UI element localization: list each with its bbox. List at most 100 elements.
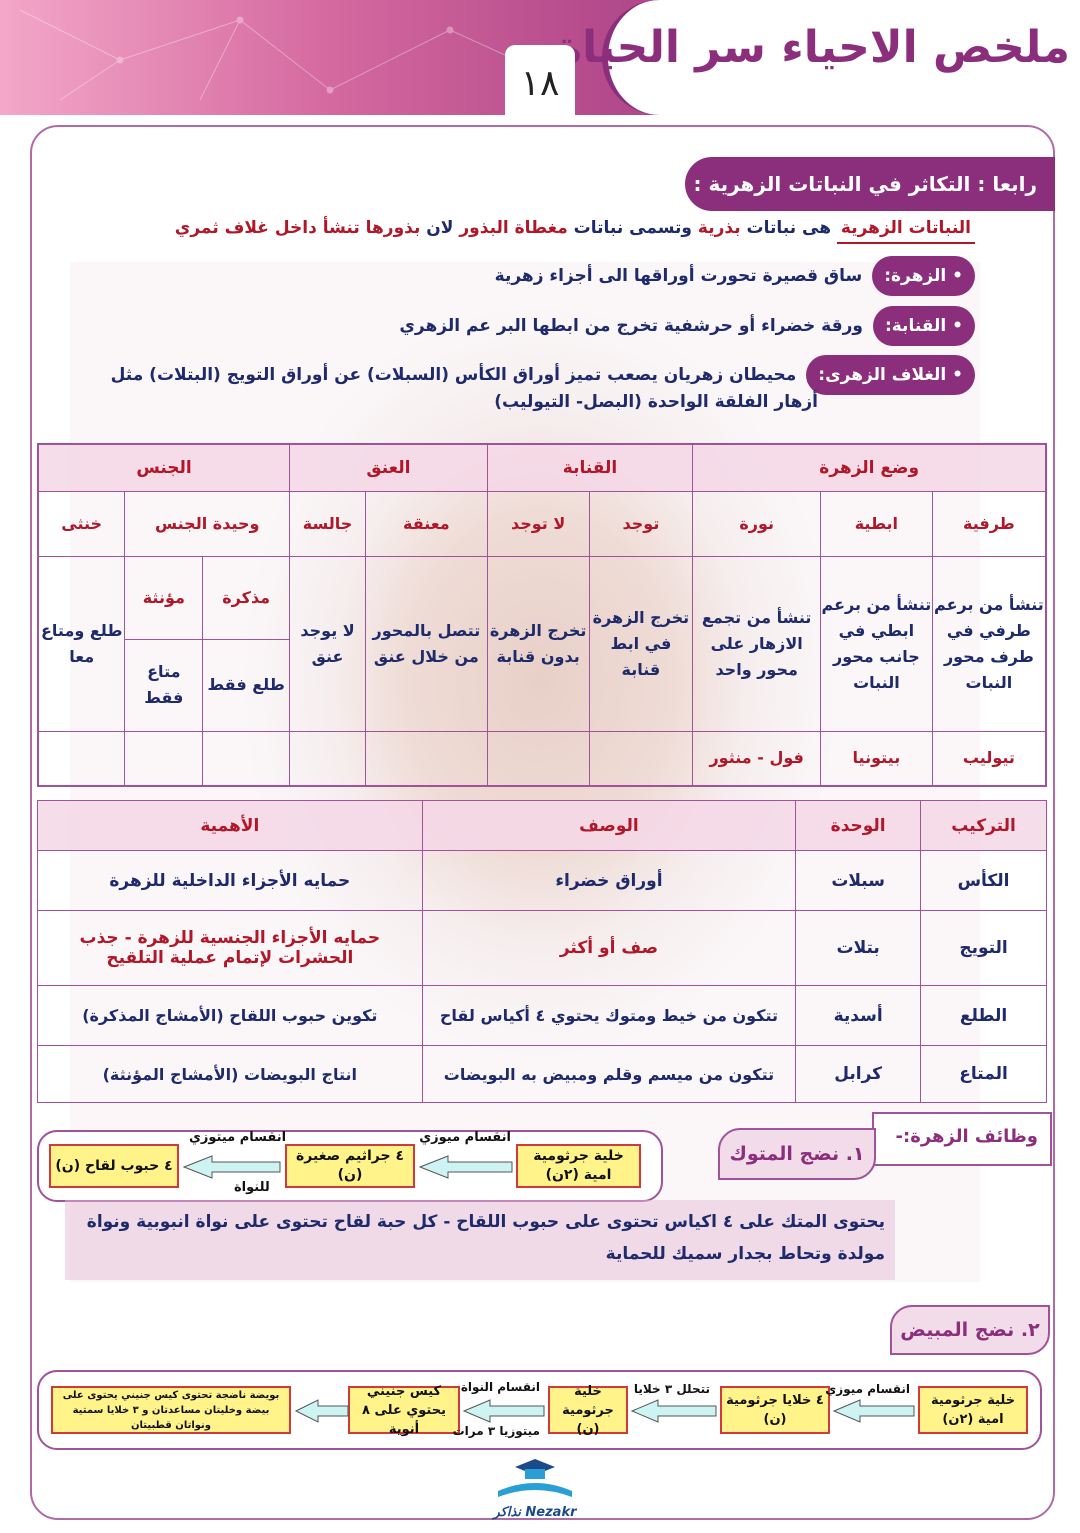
definition-keyword: بذرية	[697, 218, 741, 238]
arrow-label: انقسام النواة	[460, 1380, 540, 1394]
diagram-box: بويضة ناضجة تحتوى كيس جنيني يحتوى على بي…	[51, 1386, 291, 1434]
diagram-box: خلية جرثومية امية (٢ن)	[516, 1144, 641, 1188]
table-cell: تنشأ من برعم ابطي في جانب محور النبات	[820, 555, 933, 732]
definition-keyword: مغطاة البذور	[459, 218, 568, 238]
table-cell: متاع فقط	[124, 638, 204, 732]
bullet-text: محيطان زهريان يصعب تميز أوراق الكأس (الس…	[110, 365, 797, 385]
arrow-left-icon	[294, 1399, 349, 1423]
functions-heading: وظائف الزهرة:-	[872, 1112, 1052, 1166]
table-row: التويج بتلات صف أو أكثر حمايه الأجزاء الجنس…	[37, 910, 1047, 986]
table-row: الطلع أسدية تتكون من خيط ومتوك يحتوي ٤ أكي…	[37, 985, 1047, 1046]
definition-line: النباتات الزهرية هى نباتات بذرية وتسمى ن…	[175, 218, 975, 244]
table-row: المتاع كرابل تتكون من ميسم وقلم ومبيض به ا…	[37, 1045, 1047, 1103]
bullet-term: • القنابة:	[872, 306, 975, 346]
bullet-bract: • القنابة: ورقة خضراء أو حرشفية تخرج من ا…	[399, 306, 975, 346]
table-cell: طلع فقط	[202, 638, 291, 732]
bullet-text-continued: أزهار الفلقة الواحدة (البصل- التيوليب)	[494, 392, 818, 412]
diagram-box: ٤ جراثيم صغيرة (ن)	[285, 1144, 415, 1188]
definition-text: هى نباتات	[746, 218, 831, 238]
bullet-text: ساق قصيرة تحورت أوراقها الى أجزاء زهرية	[494, 266, 863, 286]
bullet-term: • الغلاف الزهرى:	[806, 355, 975, 395]
section-heading: رابعا : التكاثر في النباتات الزهرية :	[685, 157, 1055, 211]
sub-header: لا توجد	[486, 490, 590, 557]
column-header: الوصف	[421, 800, 797, 851]
arrow-label: انقسام ميتوزي	[189, 1130, 287, 1145]
sub-header: نورة	[692, 490, 822, 557]
arrow-left-icon	[182, 1155, 281, 1179]
logo-text: Nezakr نذاكر	[493, 1505, 577, 1520]
bullet-term: • الزهرة:	[872, 256, 975, 296]
arrow-label: ميتوزيا ٣ مرات	[452, 1424, 540, 1438]
paragraph-highlight	[65, 1200, 895, 1280]
network-pattern-decoration	[19, 9, 561, 101]
ovary-diagram: خلية جرثومية امية (٢ن) ٤ خلايا جرثومية (…	[37, 1370, 1042, 1450]
column-header: الوحدة	[795, 800, 922, 851]
sub-header: جالسة	[289, 490, 366, 557]
diagram-box: ٤ خلايا جرثومية (ن)	[720, 1386, 830, 1434]
group-header: وضع الزهرة	[692, 443, 1047, 492]
flower-types-table: وضع الزهرة القنابة العنق الجنس طرفية ابط…	[37, 443, 1047, 787]
bullet-perianth: • الغلاف الزهرى: محيطان زهريان يصعب تميز …	[111, 355, 975, 395]
title-box: ملخص الاحياء سر الحياة	[556, 0, 1080, 115]
example-cell: فول - منثور	[692, 730, 822, 787]
table-cell: سبلات	[795, 850, 922, 911]
table-cell: المتاع	[920, 1045, 1047, 1103]
page-number: ١٨	[505, 45, 575, 117]
arrow-left-icon	[462, 1399, 545, 1423]
sub-header: وحيدة الجنس	[124, 490, 291, 557]
diagram-box: ٤ حبوب لقاح (ن)	[49, 1144, 179, 1188]
table-cell: تتصل بالمحور من خلال عنق	[364, 555, 488, 732]
definition-text: لان	[426, 218, 454, 238]
table-cell: تكوين حبوب اللقاح (الأمشاج المذكرة)	[37, 985, 423, 1046]
anther-heading: ١. نضج المتوك	[718, 1128, 876, 1180]
arrow-label: انقسام ميوزي	[825, 1382, 910, 1396]
diagram-box: خلية جرثومية (ن)	[548, 1384, 628, 1437]
table-cell: الكأس	[920, 850, 1047, 911]
arrow-label: انقسام ميوزي	[419, 1130, 511, 1145]
column-header: التركيب	[920, 800, 1047, 851]
sub-header: توجد	[588, 490, 694, 557]
arrow-left-icon	[418, 1155, 513, 1179]
table-cell: تنشأ من تجمع الازهار على محور واحد	[692, 555, 822, 732]
table-cell: كرابل	[795, 1045, 922, 1103]
table-cell: مذكرة	[202, 555, 291, 640]
page-title: ملخص الاحياء سر الحياة	[556, 22, 1070, 73]
group-header: القنابة	[486, 443, 694, 492]
table-cell: طلع ومتاع معا	[37, 555, 126, 732]
column-header: الأهمية	[37, 800, 423, 851]
anther-diagram: خلية جرثومية امية (٢ن) ٤ جراثيم صغيرة (ن…	[37, 1130, 663, 1202]
definition-term: النباتات الزهرية	[836, 218, 975, 244]
diagram-box: كيس جنيني يحتوي على ٨ أنوية	[348, 1384, 460, 1437]
flower-parts-table: التركيب الوحدة الوصف الأهمية الكأس سبلات أ…	[37, 800, 1047, 1103]
table-cell: تخرج الزهرة بدون قنابة	[486, 555, 590, 732]
table-cell: انتاج البويضات (الأمشاج المؤنثة)	[37, 1045, 423, 1103]
table-cell: صف أو أكثر	[421, 910, 797, 986]
table-cell: أوراق خضراء	[421, 850, 797, 911]
table-cell: حمايه الأجزاء الجنسية للزهرة - جذب الحشر…	[37, 910, 423, 986]
arrow-left-icon	[630, 1399, 717, 1423]
content-frame	[30, 125, 1055, 1520]
anther-paragraph: يحتوى المتك على ٤ اكياس تحتوى على حبوب ا…	[86, 1212, 885, 1264]
table-cell: التويج	[920, 910, 1047, 986]
definition-text: وتسمى نباتات	[573, 218, 692, 238]
sub-header: معنقة	[364, 490, 488, 557]
table-cell: بتلات	[795, 910, 922, 986]
table-cell: تتكون من خيط ومتوك يحتوي ٤ أكياس لقاح	[421, 985, 797, 1046]
example-cell: بيتونيا	[820, 730, 933, 787]
group-header: الجنس	[37, 443, 291, 492]
table-cell: الطلع	[920, 985, 1047, 1046]
ovary-heading: ٢. نضج المبيض	[890, 1305, 1050, 1355]
graduation-book-icon	[498, 1459, 572, 1497]
sub-header: ابطية	[820, 490, 933, 557]
example-cell: تيوليب	[931, 730, 1047, 787]
sub-header: خنثى	[37, 490, 126, 557]
bullet-flower: • الزهرة: ساق قصيرة تحورت أوراقها الى أجز…	[495, 256, 975, 296]
table-cell: حمايه الأجزاء الداخلية للزهرة	[37, 850, 423, 911]
nezakr-logo: Nezakr نذاكر	[480, 1455, 590, 1525]
table-cell: تنشأ من برعم طرفي في طرف محور النبات	[931, 555, 1047, 732]
table-cell: مؤنثة	[124, 555, 204, 640]
arrow-label: تتحلل ٣ خلايا	[633, 1382, 710, 1396]
group-header: العنق	[289, 443, 488, 492]
table-cell: لا يوجد عنق	[289, 555, 366, 732]
diagram-box: خلية جرثومية امية (٢ن)	[918, 1386, 1028, 1434]
